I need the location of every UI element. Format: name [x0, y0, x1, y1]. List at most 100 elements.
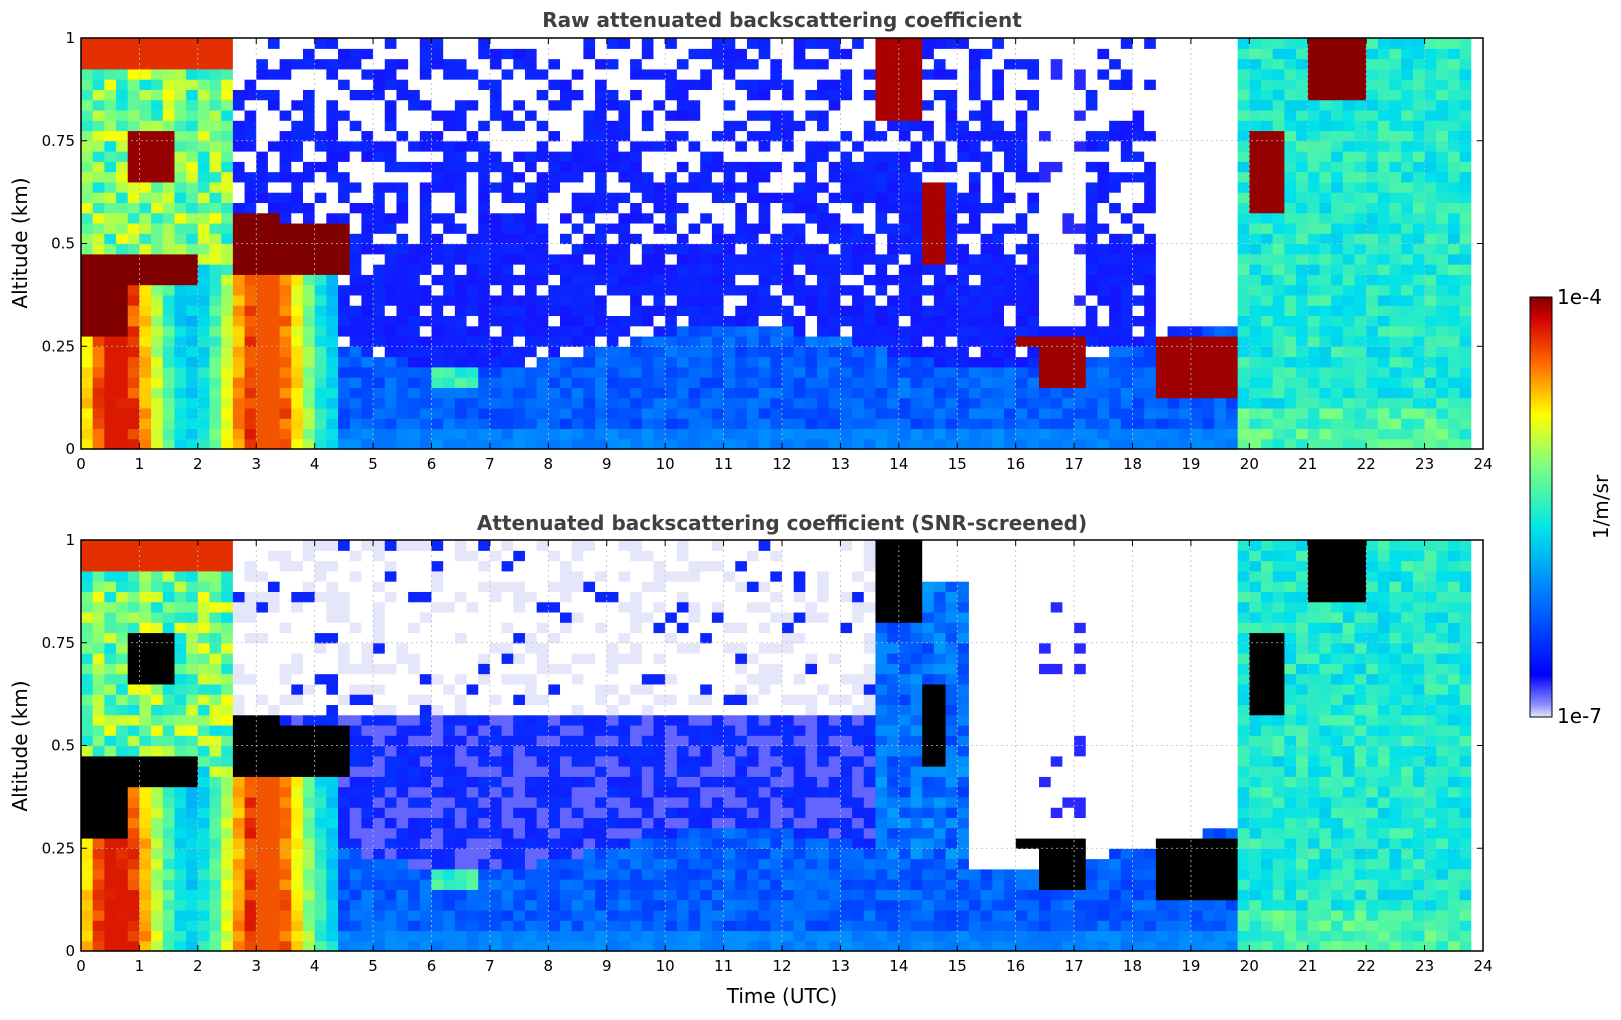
- panel1-cell: [267, 397, 281, 409]
- panel1-cell: [630, 68, 643, 80]
- panel1-cell: [852, 89, 865, 101]
- panel1-cell: [232, 315, 246, 327]
- panel1-cell: [863, 325, 877, 337]
- panel1-cell: [560, 212, 573, 224]
- panel1-cell: [641, 253, 655, 265]
- panel1-cell: [139, 305, 152, 317]
- panel1-cell: [992, 284, 1005, 296]
- panel1-cell: [431, 130, 444, 142]
- panel1-cell: [665, 274, 678, 286]
- panel1-plot: 0 1 2 3 4 5 6 7 8 9 10 11 12 13 14 15 16 17 18 19 20 21 22 23 24…: [42, 29, 1493, 473]
- panel1-cell: [244, 387, 257, 399]
- panel1-cell: [1132, 99, 1145, 111]
- panel1-cell: [478, 58, 491, 70]
- panel1-cell: [1144, 346, 1157, 358]
- panel1-cell: [244, 161, 257, 173]
- panel1-cell: [571, 99, 584, 111]
- panel2-cell: [92, 683, 105, 695]
- panel1-cell: [898, 356, 912, 368]
- panel1-cell: [349, 212, 362, 224]
- panel1-cell: [1179, 253, 1192, 265]
- panel1-cell: [326, 140, 339, 152]
- panel1-cell: [653, 243, 666, 255]
- panel1-cell: [1062, 202, 1075, 214]
- panel1-cell: [197, 151, 211, 162]
- panel1-cell: [1354, 233, 1367, 245]
- panel1-cell: [1424, 38, 1437, 49]
- panel1-cell: [139, 181, 152, 193]
- panel1-cell: [711, 264, 725, 275]
- panel1-cell: [1436, 151, 1449, 162]
- panel1-cell: [1225, 120, 1239, 132]
- panel1-cell: [817, 253, 830, 265]
- panel1-cell: [595, 346, 608, 358]
- panel1-cell: [314, 315, 327, 327]
- panel1-cell: [1424, 294, 1437, 306]
- panel1-cell: [536, 356, 549, 368]
- panel1-cell: [665, 407, 678, 419]
- panel1-cell: [408, 407, 421, 419]
- panel1-cell: [548, 264, 561, 275]
- panel1-cell: [92, 274, 105, 286]
- panel1-cell: [466, 428, 479, 440]
- panel1-cell: [1237, 387, 1250, 399]
- panel1-cell: [326, 202, 339, 214]
- panel1-cell: [1436, 325, 1449, 337]
- panel1-cell: [817, 274, 830, 286]
- panel1-cell: [127, 38, 141, 49]
- panel1-cell: [945, 212, 958, 224]
- panel1-cell: [641, 212, 655, 224]
- panel1-cell: [840, 48, 853, 60]
- panel1-cell: [676, 407, 690, 419]
- panel1-cell: [723, 438, 736, 450]
- panel1-cell: [700, 233, 713, 245]
- panel1-cell: [431, 161, 444, 173]
- panel1-cell: [957, 99, 970, 111]
- panel1-cell: [209, 140, 222, 152]
- panel1-cell: [151, 151, 164, 162]
- panel1-cell: [1202, 109, 1215, 121]
- panel1-cell: [244, 315, 257, 327]
- panel1-cell: [419, 407, 433, 419]
- panel1-cell: [209, 387, 222, 399]
- panel1-cell: [560, 387, 573, 399]
- panel1-cell: [1144, 377, 1157, 388]
- panel1-cell: [1190, 233, 1204, 245]
- panel1-cell: [151, 120, 164, 132]
- panel1-cell: [1190, 387, 1204, 399]
- panel1-cell: [221, 68, 234, 80]
- panel1-cell: [1389, 438, 1402, 450]
- panel1-cell: [700, 335, 713, 347]
- panel1-cell: [338, 89, 351, 101]
- panel1-cell: [560, 233, 573, 245]
- panel1-cell: [373, 233, 386, 245]
- panel1-cell: [302, 161, 316, 173]
- panel1-cell: [770, 387, 783, 399]
- panel1-cell: [384, 335, 398, 347]
- panel1-cell: [641, 284, 655, 296]
- panel1-cell: [162, 181, 176, 193]
- panel1-cell: [151, 89, 164, 101]
- panel1-cell: [1155, 38, 1169, 49]
- panel1-cell: [606, 140, 620, 152]
- panel1-cell: [676, 397, 690, 409]
- panel1-cell: [1447, 222, 1461, 234]
- panel1-cell: [1050, 79, 1063, 90]
- panel1-cell: [454, 397, 468, 409]
- panel1-cell: [840, 109, 853, 121]
- panel1-cell: [571, 284, 584, 296]
- panel1-cell: [256, 99, 269, 111]
- panel1-cell: [489, 264, 503, 275]
- panel1-cell: [723, 222, 736, 234]
- panel1-cell: [174, 212, 187, 224]
- panel1-cell: [957, 89, 970, 101]
- panel1-cell: [1459, 325, 1472, 337]
- panel1-cell: [81, 335, 94, 347]
- panel1-cell: [665, 140, 678, 152]
- panel1-cell: [1167, 284, 1180, 296]
- panel1-cell: [1109, 438, 1122, 450]
- panel1-cell: [840, 294, 853, 306]
- panel1-cell: [1436, 397, 1449, 409]
- panel1-cell: [1459, 315, 1472, 327]
- panel1-cell: [571, 48, 584, 60]
